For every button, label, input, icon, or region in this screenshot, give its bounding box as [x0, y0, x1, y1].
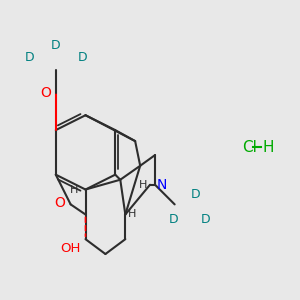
Text: D: D	[77, 51, 87, 64]
Text: Cl: Cl	[242, 140, 257, 154]
Text: D: D	[191, 188, 201, 201]
Text: OH: OH	[60, 242, 80, 255]
Text: N: N	[157, 178, 167, 192]
Text: O: O	[40, 86, 51, 100]
Text: D: D	[201, 213, 211, 226]
Text: O: O	[54, 196, 65, 210]
Text: H: H	[139, 180, 148, 190]
Text: H: H	[70, 184, 78, 194]
Text: H: H	[128, 209, 137, 220]
Text: D: D	[169, 213, 178, 226]
Text: H: H	[262, 140, 274, 154]
Text: D: D	[25, 51, 34, 64]
Text: D: D	[51, 39, 61, 52]
